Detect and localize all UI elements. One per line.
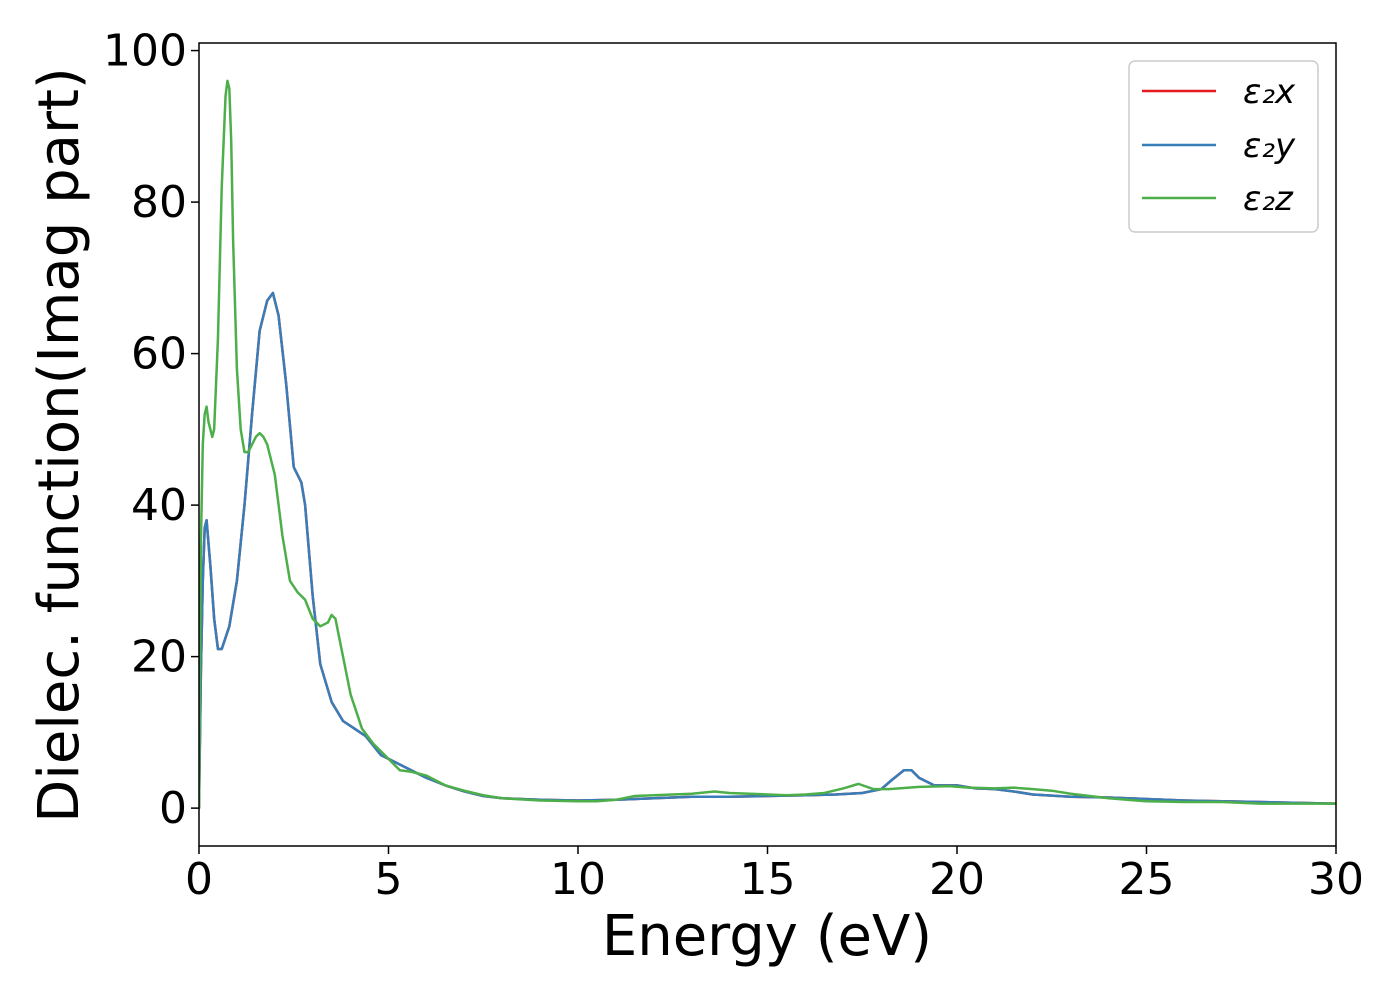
x-tick-label: 25 — [1119, 854, 1175, 905]
x-tick-label: 0 — [185, 854, 213, 905]
series-layer — [199, 79, 1336, 810]
x-tick-label: 30 — [1308, 854, 1364, 905]
y-tick-label: 20 — [131, 632, 187, 683]
y-tick-label: 60 — [131, 329, 187, 380]
x-axis-title: Energy (eV) — [602, 904, 932, 969]
y-axis-title: Dielec. function(Imag part) — [27, 67, 92, 823]
x-tick-label: 20 — [929, 854, 985, 905]
legend: ε₂x ε₂y ε₂z — [1128, 60, 1319, 233]
x-tick-label: 5 — [375, 854, 403, 905]
x-tick-label: 10 — [550, 854, 606, 905]
y-tick-label: 80 — [131, 177, 187, 228]
y-tick-label: 40 — [131, 480, 187, 531]
legend-frame — [1128, 60, 1319, 233]
legend-label-ez: ε₂z — [1243, 179, 1294, 219]
legend-label-ey: ε₂y — [1243, 126, 1296, 166]
x-tick-label: 15 — [740, 854, 796, 905]
series-line-ez — [199, 79, 1336, 810]
tick-layer: 0 5 10 15 20 25 30 0 20 40 60 80 100 — [103, 26, 1364, 905]
legend-label-ex: ε₂x — [1243, 72, 1296, 112]
y-tick-label: 100 — [103, 26, 187, 77]
y-tick-label: 0 — [159, 783, 187, 834]
